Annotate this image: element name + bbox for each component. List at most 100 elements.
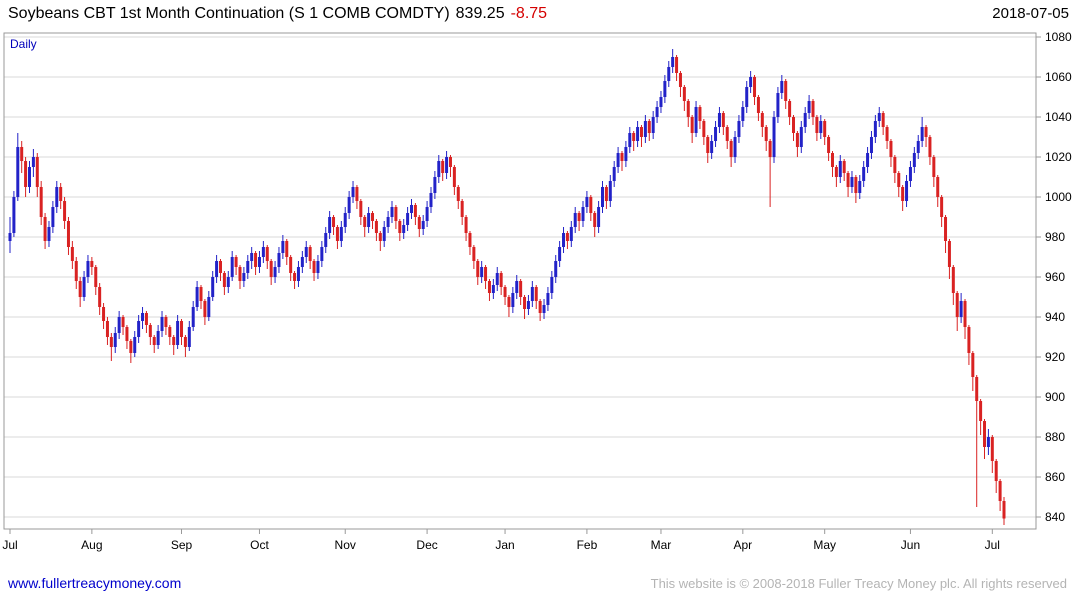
- candle-body: [971, 353, 975, 377]
- y-tick-label: 960: [1045, 270, 1065, 284]
- candle-body: [320, 247, 324, 261]
- y-tick-label: 1080: [1045, 30, 1072, 44]
- candle-body: [105, 321, 109, 337]
- candle-body: [940, 197, 944, 217]
- candle-body: [437, 161, 441, 177]
- candle-body: [979, 401, 983, 421]
- candle-body: [55, 187, 59, 207]
- candle-body: [916, 141, 920, 153]
- candle-body: [250, 253, 254, 261]
- candle-body: [503, 287, 507, 297]
- candle-body: [620, 153, 624, 161]
- candle-body: [328, 217, 332, 233]
- candle-body: [944, 217, 948, 241]
- gridlines: [3, 32, 1037, 530]
- candle-body: [359, 201, 363, 217]
- candle-body: [881, 113, 885, 127]
- candle-body: [577, 213, 581, 221]
- x-tick-label: Feb: [577, 538, 598, 552]
- candle-body: [562, 233, 566, 247]
- candle-body: [448, 157, 452, 167]
- candle-body: [27, 167, 31, 187]
- candle-body: [421, 221, 425, 229]
- candle-body: [456, 187, 460, 201]
- candle-body: [98, 287, 102, 307]
- website-link[interactable]: www.fullertreacymoney.com: [8, 575, 182, 591]
- candle-body: [799, 127, 803, 147]
- y-axis-labels: 840 860 880 900 920 940 960 980 1000 1020 1040 1060…: [1036, 30, 1072, 524]
- price-change: -8.75: [510, 5, 548, 22]
- candle-body: [495, 273, 499, 285]
- candle-body: [324, 233, 328, 247]
- candle-body: [215, 261, 219, 277]
- candle-body: [908, 167, 912, 181]
- x-tick-label: Sep: [171, 538, 193, 552]
- candle-body: [667, 67, 671, 81]
- candle-body: [316, 261, 320, 273]
- y-tick-label: 1020: [1045, 150, 1072, 164]
- candle-body: [230, 257, 234, 277]
- candle-body: [296, 267, 300, 281]
- candle-body: [983, 421, 987, 447]
- candle-body: [869, 137, 873, 153]
- y-tick-label: 940: [1045, 310, 1065, 324]
- candle-body: [920, 127, 924, 141]
- candle-body: [842, 161, 846, 173]
- candle-body: [70, 247, 74, 261]
- candle-body: [382, 227, 386, 241]
- candle-body: [417, 217, 421, 229]
- candle-body: [608, 181, 612, 201]
- candle-body: [246, 261, 250, 273]
- candle-body: [406, 213, 410, 225]
- candle-body: [491, 285, 495, 293]
- candle-body: [199, 287, 203, 301]
- candle-body: [585, 197, 589, 207]
- candle-body: [24, 161, 28, 187]
- candle-body: [807, 101, 811, 113]
- candle-body: [725, 127, 729, 141]
- candle-body: [998, 481, 1002, 501]
- candle-body: [749, 77, 753, 87]
- candle-body: [569, 227, 573, 241]
- candle-body: [690, 117, 694, 133]
- candle-body: [760, 113, 764, 127]
- candle-body: [394, 207, 398, 221]
- x-tick-label: Jul: [2, 538, 17, 552]
- candle-body: [164, 317, 168, 327]
- candle-body: [261, 247, 265, 257]
- candle-body: [737, 121, 741, 137]
- candle-body: [363, 217, 367, 227]
- candle-body: [429, 193, 433, 207]
- candle-body: [994, 461, 998, 481]
- candle-body: [43, 217, 47, 241]
- x-tick-label: Nov: [335, 538, 356, 552]
- candle-body: [20, 147, 24, 161]
- candle-body: [675, 57, 679, 73]
- candle-body: [612, 167, 616, 181]
- candle-body: [304, 247, 308, 257]
- y-tick-label: 900: [1045, 390, 1065, 404]
- candle-body: [300, 257, 304, 267]
- candle-body: [659, 97, 663, 107]
- candle-body: [234, 257, 238, 267]
- candle-body: [47, 227, 51, 241]
- chart-footer: www.fullertreacymoney.com This website i…: [0, 569, 1075, 591]
- candle-body: [82, 277, 86, 297]
- candle-body: [733, 137, 737, 157]
- candle-body: [172, 337, 176, 345]
- candle-body: [102, 307, 106, 321]
- y-tick-label: 920: [1045, 350, 1065, 364]
- candle-body: [710, 141, 714, 153]
- x-tick-label: Jul: [985, 538, 1000, 552]
- candle-body: [31, 157, 35, 167]
- x-axis-labels: Jul Aug Sep Oct Nov Dec Jan Feb Mar Apr May Jun Jul: [2, 529, 1000, 552]
- candle-body: [117, 317, 121, 333]
- candle-body: [616, 153, 620, 167]
- candle-body: [285, 241, 289, 257]
- candle-body: [846, 173, 850, 187]
- candle-body: [601, 187, 605, 207]
- x-tick-label: Jan: [495, 538, 514, 552]
- candle-body: [226, 277, 230, 287]
- candle-body: [121, 317, 125, 327]
